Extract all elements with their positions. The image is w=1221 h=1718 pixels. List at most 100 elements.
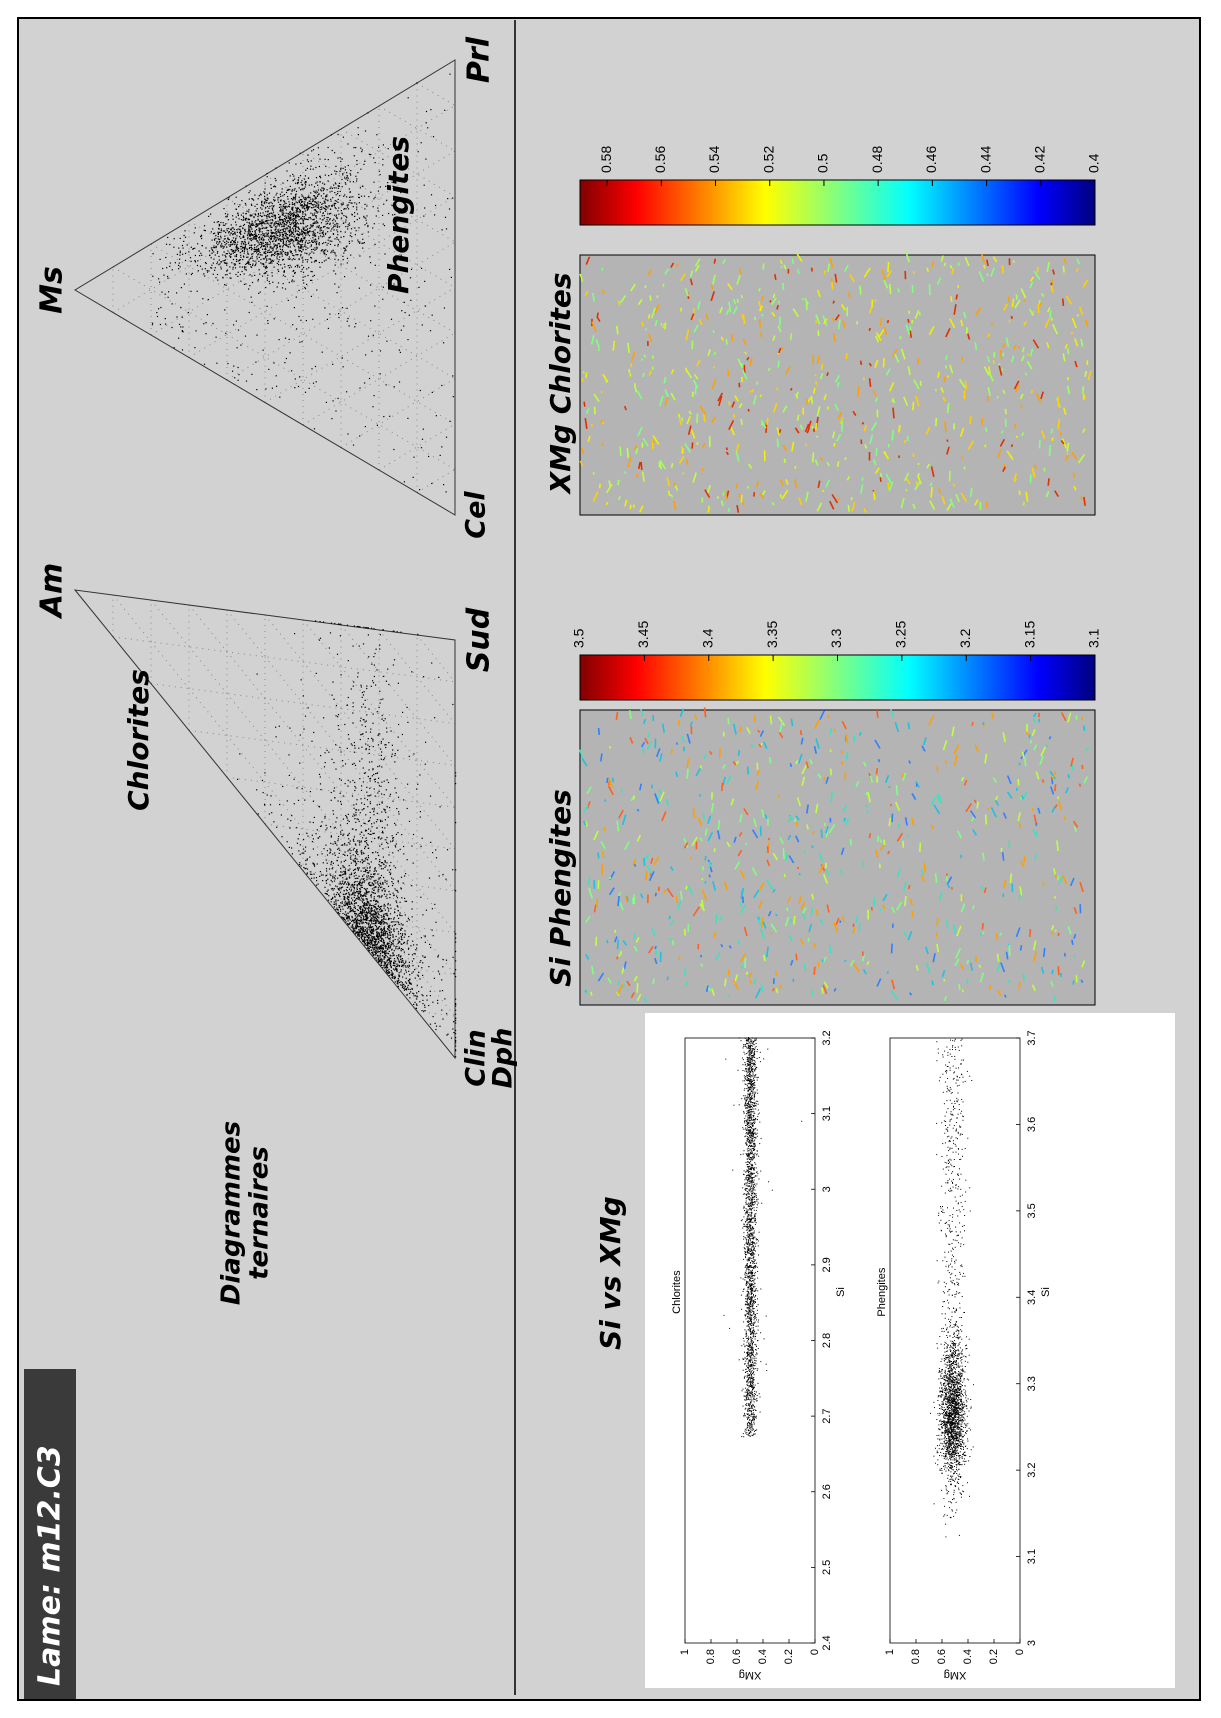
ternary-point [276, 826, 278, 828]
ternary-point [169, 262, 171, 264]
ternary-point [364, 892, 366, 894]
ternary-point [336, 817, 338, 819]
ternary-point [332, 877, 334, 879]
ternary-point [272, 248, 274, 250]
ternary-point [222, 224, 225, 226]
ternary-point [262, 205, 264, 207]
ternary-point [321, 203, 323, 205]
ternary-point [384, 890, 386, 892]
ternary-point [377, 852, 379, 854]
ternary-point [378, 895, 380, 897]
ternary-point [355, 925, 357, 927]
ternary-point [373, 898, 375, 900]
ternary-point [359, 187, 361, 189]
ternary-point [395, 846, 397, 848]
ternary-point [271, 260, 273, 262]
ternary-point [354, 884, 356, 886]
ternary-point [216, 242, 218, 244]
ternary-point [295, 239, 297, 242]
ternary-point [366, 903, 368, 905]
ternary-point [285, 221, 288, 224]
ternary-point [379, 186, 381, 188]
ternary-point [336, 907, 338, 909]
ternary-point [344, 872, 346, 874]
ternary-point [292, 219, 295, 222]
ternary-point [268, 280, 270, 283]
ternary-point [367, 806, 369, 808]
ternary-point [364, 847, 366, 850]
ternary-point [310, 212, 312, 214]
ternary-point [314, 234, 316, 236]
ternary-point [283, 193, 285, 196]
ternary-point [363, 942, 365, 944]
ternary-point [178, 247, 180, 249]
ternary-point [266, 172, 268, 175]
ternary-point [420, 142, 422, 144]
ternary-point [244, 238, 246, 241]
ternary-point [300, 229, 303, 231]
ternary-point [311, 150, 313, 152]
ternary-point [325, 829, 327, 831]
ternary-point [367, 225, 369, 228]
ternary-point [344, 231, 346, 233]
ternary-point [352, 899, 354, 901]
ternary-point [211, 252, 213, 254]
ternary-point [276, 233, 278, 235]
ternary-point [359, 626, 361, 628]
ternary-point [245, 269, 248, 271]
ternary-point [281, 249, 283, 251]
ternary-point [377, 744, 380, 746]
ternary-point [307, 247, 309, 249]
ternary-point [364, 929, 366, 931]
ternary-point [344, 893, 347, 895]
ternary-point [315, 381, 317, 383]
ternary-point [335, 894, 338, 896]
ternary-point [202, 298, 204, 300]
ternary-point [245, 204, 247, 206]
ternary-point [383, 923, 385, 925]
ternary-point [379, 956, 381, 958]
ternary-point [397, 931, 400, 933]
ternary-point [291, 238, 293, 240]
ternary-point [391, 955, 393, 957]
ternary-point [246, 256, 248, 258]
ternary-point [295, 201, 297, 203]
ternary-point [385, 746, 387, 749]
ternary-grid [340, 128, 456, 197]
ternary-point [379, 906, 382, 908]
ternary-point [271, 208, 274, 210]
ternary-point [455, 1003, 457, 1006]
ternary-point [380, 758, 382, 760]
ternary-point [424, 936, 426, 938]
ternary-point [199, 265, 202, 267]
ternary-point [289, 243, 291, 245]
ternary-point [399, 981, 401, 984]
ternary-point [386, 340, 388, 342]
ternary-point [368, 877, 370, 879]
ternary-point [319, 783, 322, 785]
ternary-point [379, 951, 381, 953]
ternary-point [379, 908, 381, 910]
ternary-point [380, 865, 382, 867]
ternary-point [357, 896, 359, 898]
ternary-point [375, 648, 377, 650]
ternary-point [234, 263, 237, 265]
ternary-point [391, 835, 393, 837]
ternary-point [313, 877, 315, 879]
ternary-grid [416, 82, 456, 106]
ternary-point [373, 896, 375, 898]
ternary-point [215, 277, 217, 279]
ternary-point [435, 1025, 438, 1027]
ternary-point [373, 811, 375, 813]
ternary-point [373, 779, 375, 781]
ternary-point [335, 821, 337, 823]
ternary-point [306, 253, 308, 255]
ternary-point [361, 696, 363, 698]
ternary-point [190, 260, 192, 262]
ternary-point [198, 250, 200, 252]
ternary-point [375, 935, 378, 937]
ternary-point [367, 738, 369, 740]
ternary-point [340, 833, 342, 835]
ternary-point [342, 882, 344, 884]
ternary-point [378, 837, 380, 839]
